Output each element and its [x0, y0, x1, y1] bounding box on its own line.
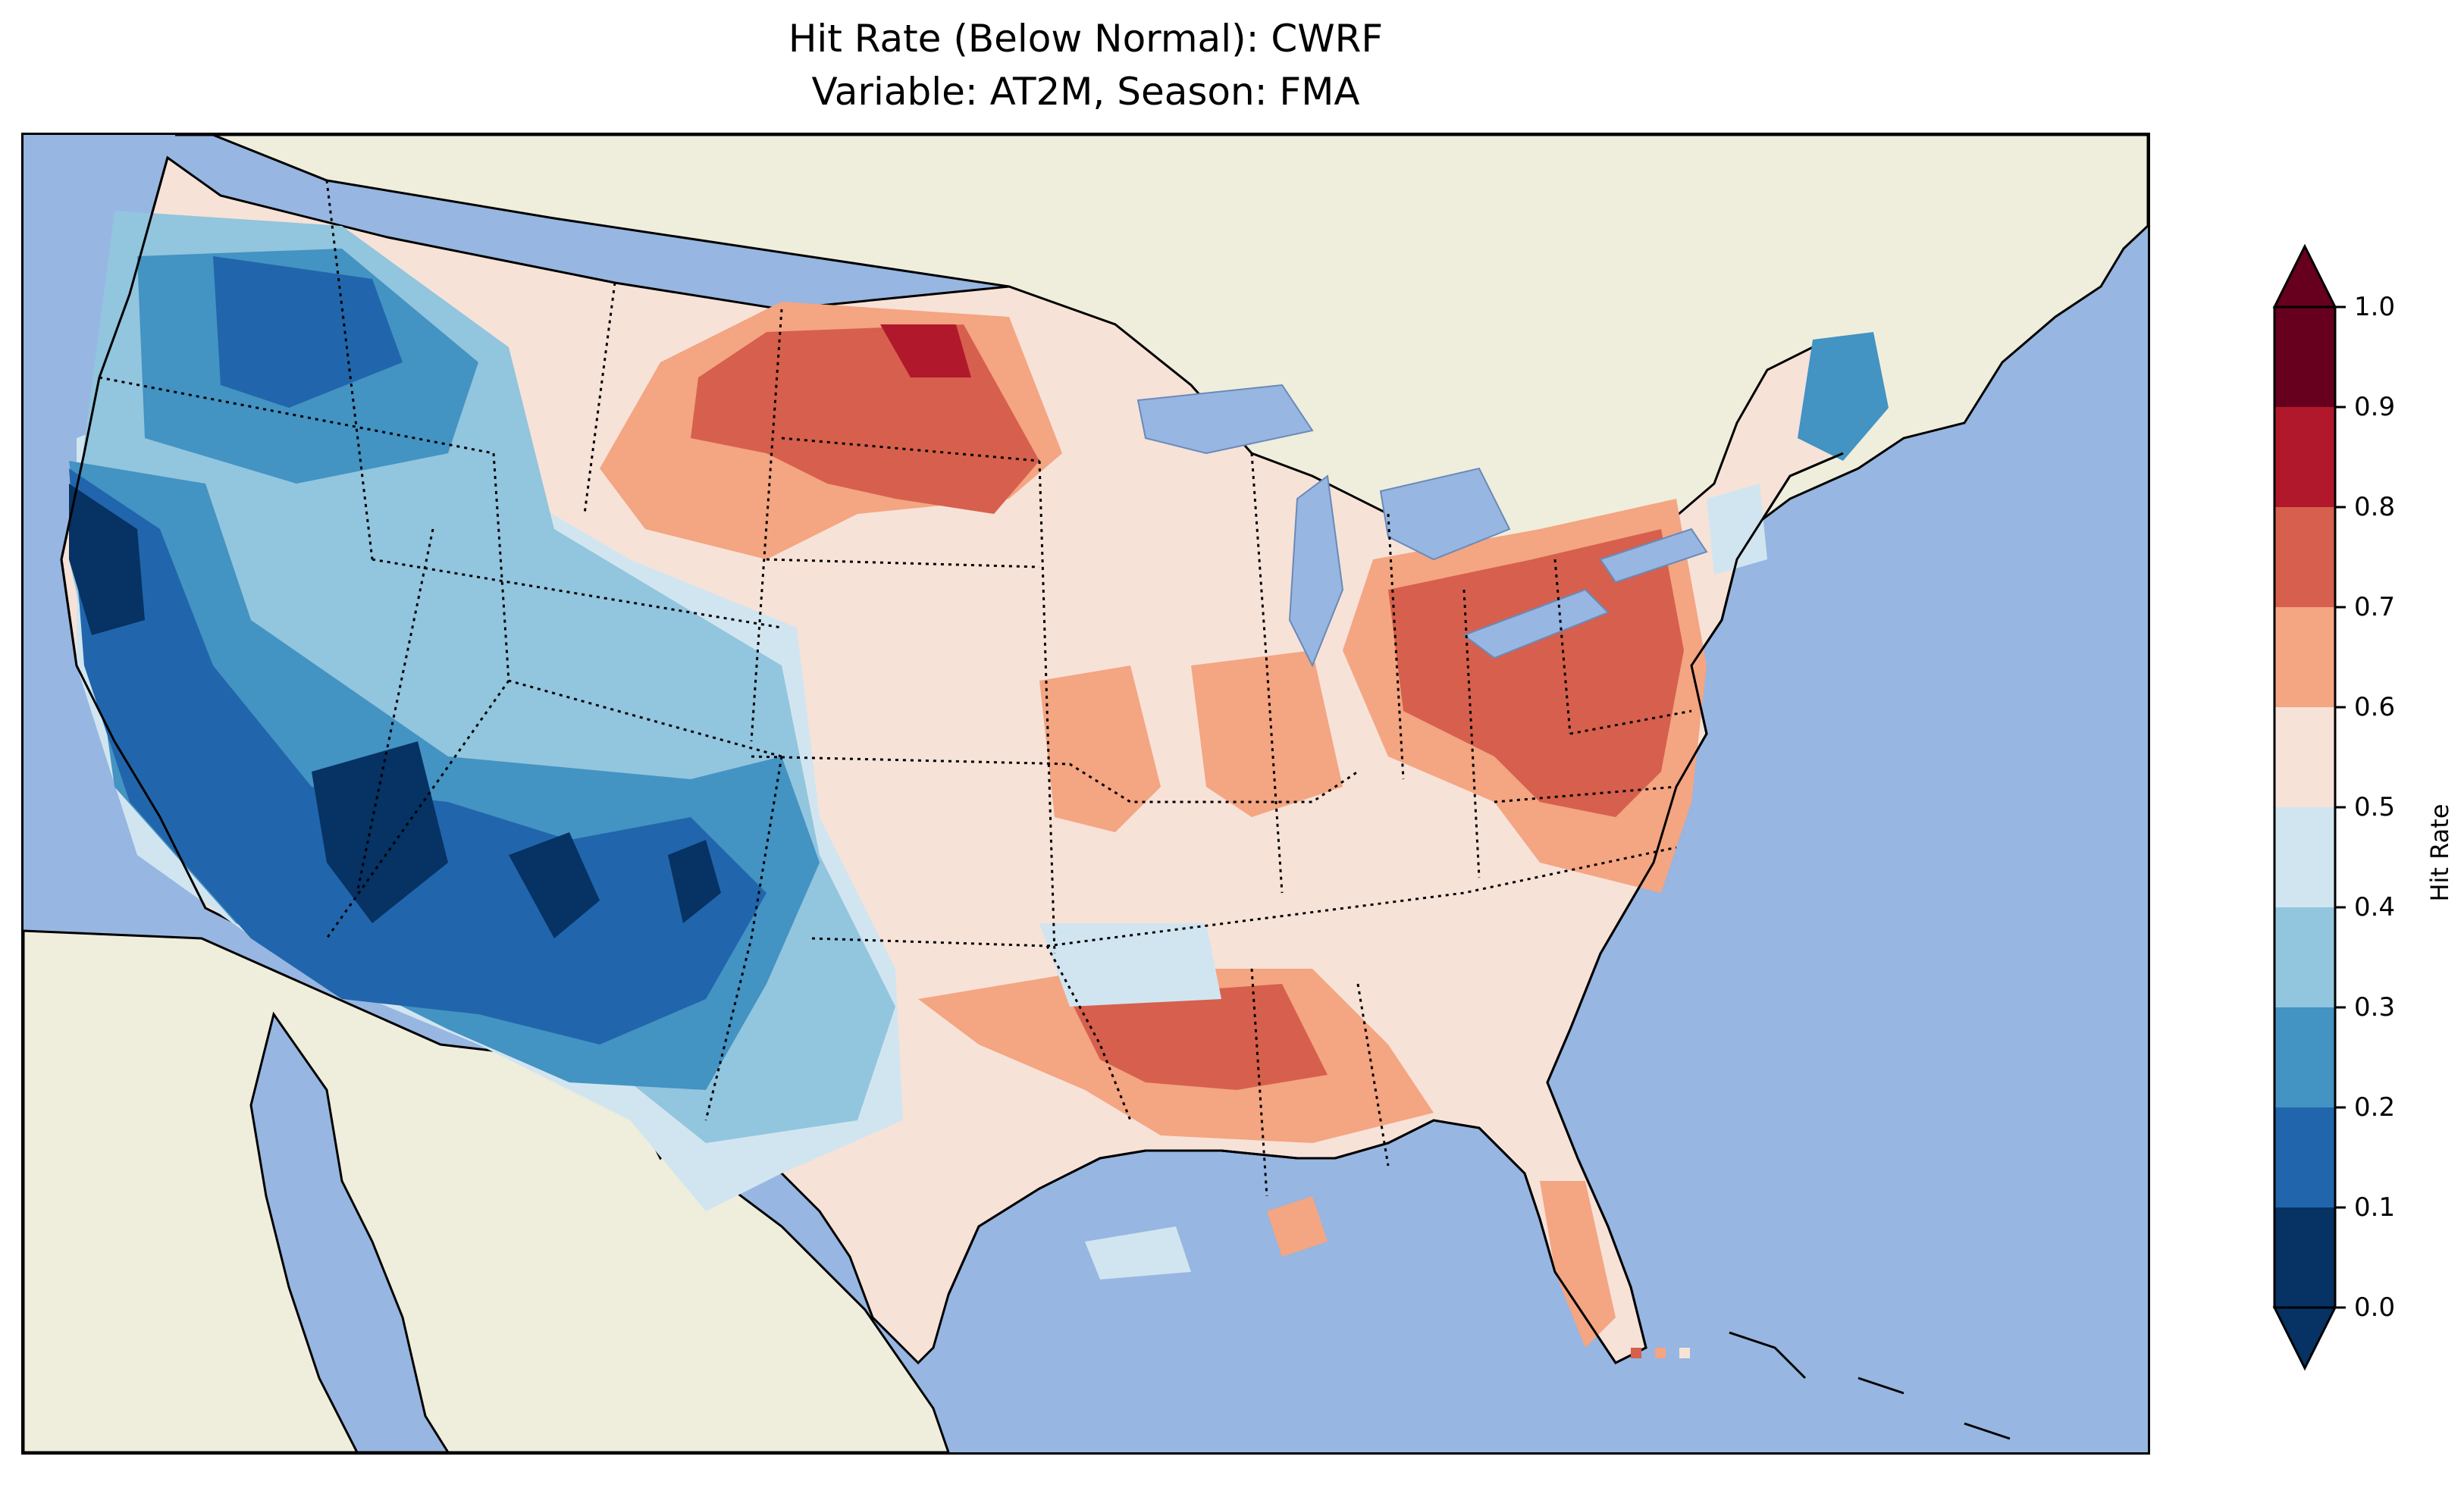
heatmap-reds: [600, 302, 1707, 1348]
coastlines: [60, 157, 2011, 1440]
state-borders: [99, 180, 1692, 1197]
colorbar-segment: [2274, 1007, 2335, 1107]
colorbar-tick-label: 0.9: [2354, 392, 2396, 422]
colorbar-segment: [2274, 1207, 2335, 1308]
colorbar-segment: [2274, 507, 2335, 607]
colorbar-segment: [2274, 607, 2335, 707]
colorbar-tick-label: 0.4: [2354, 892, 2396, 922]
map-title: Hit Rate (Below Normal): CWRF: [788, 17, 1384, 61]
colorbar-extend-min: [2272, 1306, 2337, 1371]
colorbar-segment: [2274, 1107, 2335, 1207]
colorbar-segment: [2274, 407, 2335, 507]
colorbar-segment: [2274, 307, 2335, 407]
colorbar-tick-label: 0.8: [2354, 492, 2396, 522]
keys-cell: [1631, 1348, 1641, 1358]
colorbar-segment: [2274, 807, 2335, 907]
colorbar: [2272, 243, 2346, 1371]
great-lakes: [1136, 384, 1708, 668]
map-subtitle: Variable: AT2M, Season: FMA: [811, 70, 1360, 114]
colorbar-extend-max: [2272, 243, 2337, 309]
colorbar-tick-label: 0.3: [2354, 992, 2396, 1023]
colorbar-tick-label: 0.2: [2354, 1092, 2396, 1123]
colorbar-tick-label: 0.5: [2354, 792, 2396, 822]
keys-cell: [1679, 1348, 1690, 1358]
colorbar-tick-label: 0.6: [2354, 692, 2396, 722]
map-panel: [21, 133, 2150, 1455]
colorbar-tick-label: 0.1: [2354, 1192, 2396, 1223]
baja-gulf: [249, 1011, 450, 1452]
map-canvas: [24, 135, 2148, 1452]
colorbar-tick-label: 1.0: [2354, 292, 2396, 322]
keys-cell: [1655, 1348, 1666, 1358]
colorbar-label: Hit Rate: [2425, 803, 2454, 902]
colorbar-tick-label: 0.0: [2354, 1292, 2396, 1323]
heatmap-blues: [69, 211, 1889, 1211]
colorbar-segment: [2274, 907, 2335, 1007]
colorbar-segment: [2274, 707, 2335, 807]
colorbar-tick-label: 0.7: [2354, 592, 2396, 622]
